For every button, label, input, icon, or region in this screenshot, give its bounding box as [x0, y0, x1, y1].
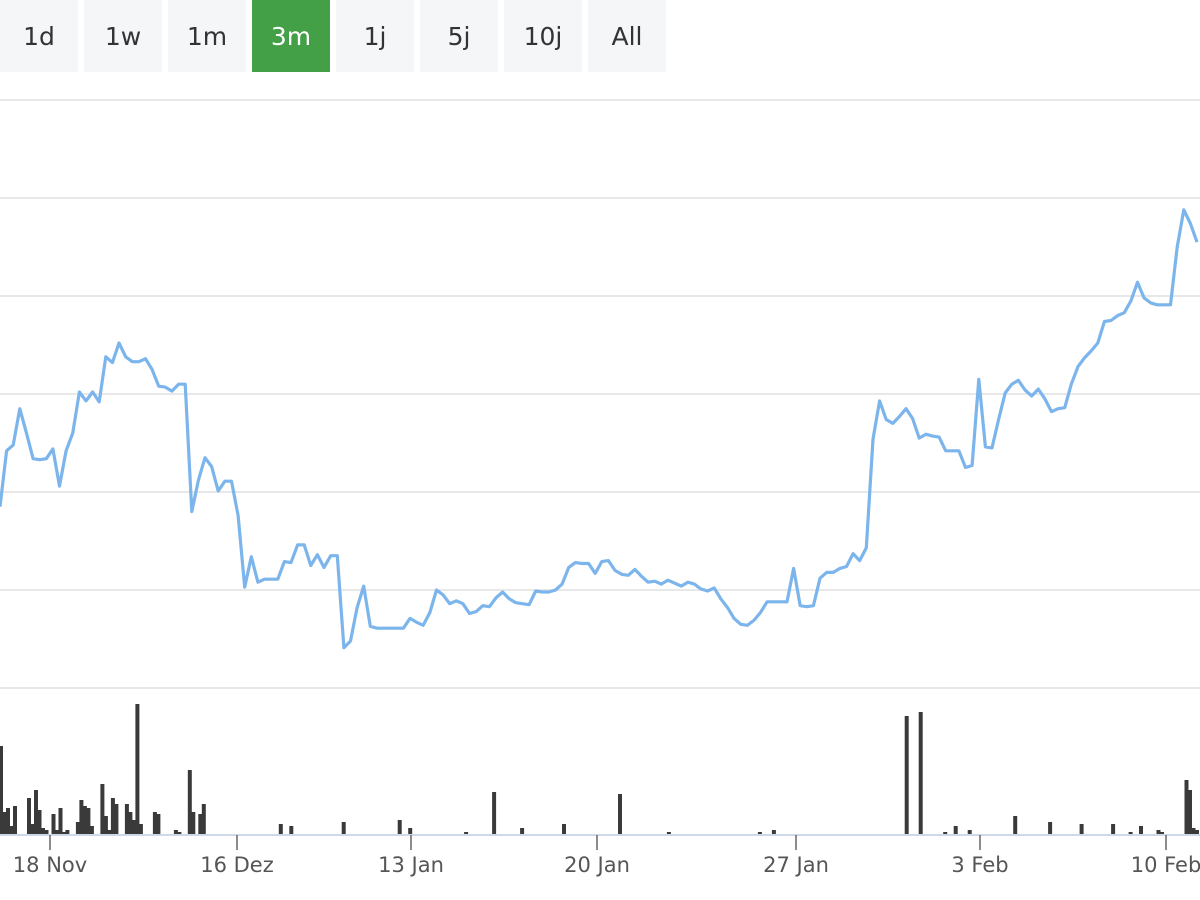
volume-bar — [177, 832, 182, 834]
volume-bar — [289, 826, 294, 834]
volume-bar — [6, 808, 10, 834]
volume-bar — [1128, 832, 1133, 834]
volume-bar — [37, 810, 42, 834]
volume-bar — [943, 832, 948, 834]
volume-bar — [191, 812, 196, 834]
volume-bar — [1195, 830, 1199, 834]
volume-bar — [173, 830, 178, 834]
x-tick-label: 3 Feb — [951, 853, 1008, 877]
volume-bar — [1156, 830, 1161, 834]
volume-bar — [13, 806, 17, 834]
volume-bar — [135, 704, 140, 834]
tab-5j[interactable]: 5j — [420, 0, 498, 72]
volume-bar — [41, 828, 45, 834]
volume-bar — [61, 832, 66, 834]
volume-bar — [30, 824, 35, 834]
volume-bar — [918, 712, 923, 834]
volume-bar — [55, 830, 59, 834]
volume-bar — [904, 716, 909, 834]
volume-bar — [58, 808, 63, 834]
volume-bar — [138, 824, 143, 834]
volume-bar — [75, 822, 80, 834]
volume-bar — [34, 790, 38, 834]
volume-bar — [1079, 824, 1084, 834]
volume-bar — [278, 824, 283, 834]
volume-bar — [114, 804, 119, 834]
volume-bar — [44, 830, 49, 834]
volume-bar — [128, 812, 133, 834]
x-tick-label: 20 Jan — [564, 853, 630, 877]
volume-bar — [492, 792, 497, 834]
volume-bar — [1191, 828, 1196, 834]
x-tick-label: 10 Feb — [1131, 853, 1200, 877]
tab-1j[interactable]: 1j — [336, 0, 414, 72]
volume-bar — [666, 832, 671, 834]
volume-bar — [1048, 822, 1053, 834]
volume-bar — [86, 808, 91, 834]
volume-bar — [757, 832, 762, 834]
volume-bar — [1160, 832, 1164, 834]
volume-bar — [562, 824, 566, 834]
tab-all[interactable]: All — [588, 0, 666, 72]
volume-bar — [397, 820, 402, 834]
x-tick-label: 13 Jan — [378, 853, 444, 877]
tab-10j[interactable]: 10j — [504, 0, 582, 72]
volume-bar — [9, 826, 14, 834]
volume-bar — [618, 794, 622, 834]
volume-bar — [953, 826, 958, 834]
volume-bar — [2, 812, 7, 834]
volume-bar — [156, 814, 161, 834]
volume-bar — [100, 784, 105, 834]
volume-bar — [201, 804, 206, 834]
volume-bar — [124, 804, 129, 834]
volume-bar — [27, 798, 31, 834]
volume-bar — [967, 830, 972, 834]
volume-bar — [1184, 780, 1189, 834]
tab-3m[interactable]: 3m — [252, 0, 330, 72]
price-line — [0, 208, 1199, 650]
volume-bar — [408, 828, 413, 834]
volume-bar — [1139, 826, 1143, 834]
volume-bar — [65, 830, 70, 834]
volume-bar — [107, 830, 112, 834]
volume-bar — [520, 828, 525, 834]
volume-bar — [51, 814, 56, 834]
x-tick-label: 16 Dez — [200, 853, 274, 877]
volume-bar — [198, 814, 203, 834]
tab-1m[interactable]: 1m — [168, 0, 246, 72]
x-tick-label: 18 Nov — [13, 853, 87, 877]
volume-bar — [131, 820, 136, 834]
volume-bar — [79, 800, 84, 834]
volume-bar — [464, 832, 469, 834]
volume-bar — [0, 746, 3, 834]
volume-bar — [1013, 816, 1018, 834]
volume-bar — [103, 816, 108, 834]
x-tick-label: 27 Jan — [763, 853, 829, 877]
volume-bar — [771, 830, 776, 834]
volume-bar — [1111, 824, 1116, 834]
volume-bar — [341, 822, 346, 834]
tab-1w[interactable]: 1w — [84, 0, 162, 72]
volume-bar — [152, 812, 157, 834]
volume-bar — [187, 770, 192, 834]
volume-bar — [110, 798, 115, 834]
volume-bar — [1188, 790, 1192, 834]
volume-bar — [89, 826, 94, 834]
volume-bar — [82, 806, 87, 834]
tab-1d[interactable]: 1d — [0, 0, 78, 72]
